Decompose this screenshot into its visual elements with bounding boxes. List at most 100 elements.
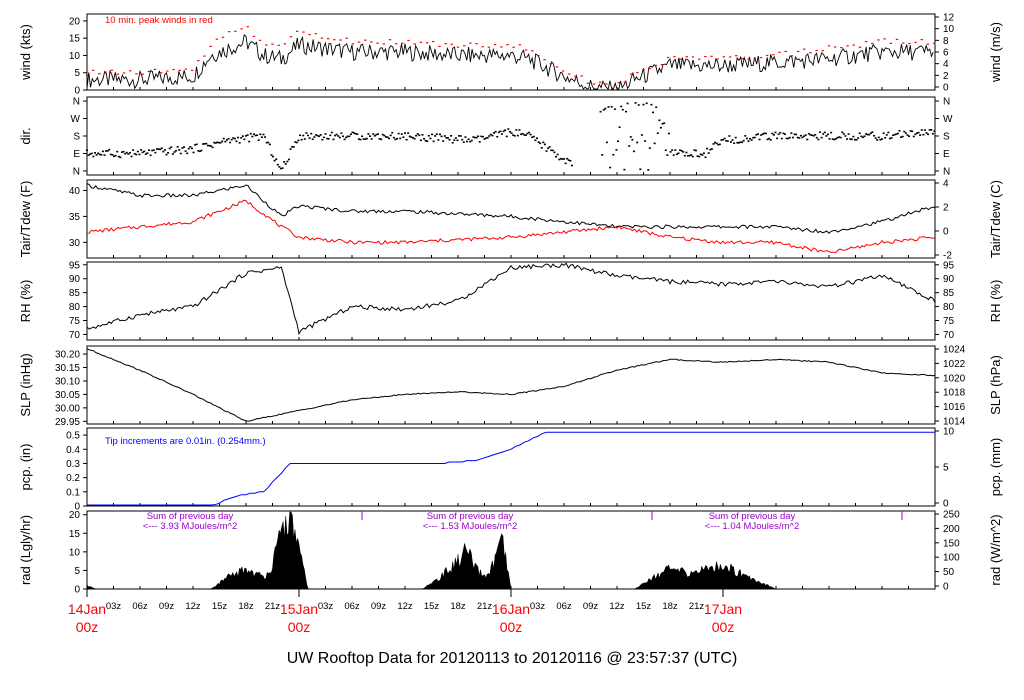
dir-point bbox=[402, 136, 405, 138]
dir-point bbox=[555, 155, 558, 158]
dir-point bbox=[302, 134, 305, 137]
dir-point bbox=[776, 137, 779, 140]
dir-point bbox=[349, 133, 352, 136]
dir-point bbox=[890, 137, 893, 139]
dir-point bbox=[874, 137, 877, 139]
dir-point bbox=[483, 138, 486, 140]
dir-point bbox=[467, 138, 470, 140]
x-tick-label: 21z bbox=[265, 601, 281, 612]
dir-point bbox=[481, 135, 484, 138]
dir-point bbox=[230, 138, 233, 141]
pcp-ytick-label-right: 5 bbox=[943, 463, 949, 474]
dir-point bbox=[149, 154, 152, 157]
dir-point bbox=[861, 136, 864, 139]
dir-point bbox=[421, 134, 424, 136]
dir-point bbox=[885, 134, 888, 136]
dir-point bbox=[753, 136, 756, 139]
dir-point bbox=[799, 134, 802, 137]
dir-point bbox=[779, 131, 782, 134]
slp-ytick-label: 30.00 bbox=[55, 403, 80, 414]
rh-ytick-label: 80 bbox=[69, 302, 81, 313]
dir-point bbox=[537, 141, 540, 143]
dir-ytick-label-right: S bbox=[943, 132, 950, 143]
dir-point bbox=[259, 133, 262, 136]
dir-point bbox=[871, 131, 874, 133]
rad-ytick-label-right: 50 bbox=[943, 567, 955, 578]
dir-point bbox=[793, 133, 796, 136]
dir-point bbox=[834, 137, 837, 140]
x-tick-label: 15z bbox=[212, 601, 228, 612]
dir-point bbox=[817, 138, 820, 141]
dir-point bbox=[146, 152, 149, 154]
dir-point bbox=[516, 134, 519, 137]
dir-point bbox=[626, 102, 629, 105]
dir-point bbox=[152, 149, 155, 151]
wind-plot-frame bbox=[86, 13, 936, 91]
dir-point bbox=[434, 135, 437, 137]
dir-point bbox=[213, 141, 216, 144]
dir-point bbox=[551, 149, 554, 152]
dir-point bbox=[373, 135, 376, 137]
dir-point bbox=[224, 140, 227, 143]
dir-point bbox=[284, 163, 287, 165]
dir-point bbox=[435, 133, 438, 135]
dir-point bbox=[378, 138, 381, 140]
dir-point bbox=[120, 151, 123, 153]
dir-point bbox=[311, 138, 314, 141]
dir-point bbox=[254, 134, 257, 137]
dir-point bbox=[543, 143, 546, 146]
dir-point bbox=[696, 155, 699, 157]
slp-plot-frame bbox=[86, 345, 936, 425]
dir-point bbox=[791, 136, 794, 139]
dir-point bbox=[470, 139, 473, 142]
dir-point bbox=[375, 133, 378, 136]
dir-point bbox=[494, 130, 497, 133]
dir-point bbox=[728, 135, 731, 137]
dir-point bbox=[432, 140, 435, 143]
rh-series-0 bbox=[86, 262, 936, 336]
dir-point bbox=[523, 134, 526, 136]
dir-point bbox=[917, 131, 920, 134]
wind-ylabel: wind (kts) bbox=[18, 24, 33, 81]
dir-point bbox=[165, 153, 168, 156]
dir-point bbox=[820, 136, 823, 139]
dir-point bbox=[202, 143, 205, 145]
dir-point bbox=[132, 149, 135, 151]
slp-ytick-label-right: 1018 bbox=[943, 388, 966, 399]
dir-point bbox=[908, 135, 911, 137]
dir-ytick-label-right: E bbox=[943, 149, 950, 160]
dir-point bbox=[749, 137, 752, 140]
dir-point bbox=[214, 142, 217, 144]
dir-point bbox=[197, 150, 200, 152]
x-tick-label: 06z bbox=[556, 601, 572, 612]
dir-point bbox=[879, 138, 882, 141]
dir-point bbox=[381, 133, 384, 136]
wind-ytick-label: 0 bbox=[74, 86, 80, 97]
dir-point bbox=[246, 134, 249, 136]
dir-point bbox=[709, 148, 712, 151]
dir-point bbox=[319, 134, 322, 136]
dir-point bbox=[772, 134, 775, 136]
dir-point bbox=[752, 136, 755, 139]
rh-ytick-label: 90 bbox=[69, 274, 81, 285]
dir-point bbox=[833, 138, 836, 141]
dir-point bbox=[876, 139, 879, 141]
slp-ylabel-right: SLP (hPa) bbox=[988, 355, 1003, 415]
x-tick-label: 18z bbox=[662, 601, 678, 612]
dir-point bbox=[354, 132, 357, 135]
day-label-date: 16Jan bbox=[492, 601, 530, 617]
dir-point bbox=[515, 129, 518, 131]
dir-point bbox=[264, 136, 267, 138]
dir-point bbox=[144, 153, 147, 155]
dir-point bbox=[846, 138, 849, 140]
dir-point bbox=[472, 136, 475, 138]
dir-point bbox=[332, 138, 335, 141]
dir-point bbox=[345, 136, 348, 139]
dir-point bbox=[674, 149, 677, 151]
dir-point bbox=[507, 128, 510, 130]
pcp-ytick-label-right: 10 bbox=[943, 427, 955, 438]
dir-point bbox=[108, 148, 111, 151]
dir-point bbox=[815, 136, 818, 139]
dir-point bbox=[163, 149, 166, 151]
